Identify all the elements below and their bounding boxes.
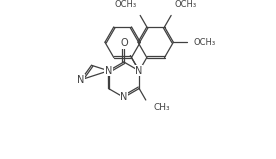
Text: N: N <box>120 92 128 102</box>
Text: N: N <box>120 92 128 102</box>
Text: N: N <box>136 66 143 76</box>
Text: N: N <box>77 75 85 85</box>
Text: CH₃: CH₃ <box>153 103 170 112</box>
Text: OCH₃: OCH₃ <box>175 0 197 9</box>
Text: OCH₃: OCH₃ <box>193 38 216 47</box>
Text: OCH₃: OCH₃ <box>115 0 137 9</box>
Text: O: O <box>120 38 128 48</box>
Text: O: O <box>120 38 128 48</box>
Text: N: N <box>77 75 85 85</box>
Text: N: N <box>105 66 112 76</box>
Text: N: N <box>105 66 112 76</box>
Text: N: N <box>136 66 143 76</box>
